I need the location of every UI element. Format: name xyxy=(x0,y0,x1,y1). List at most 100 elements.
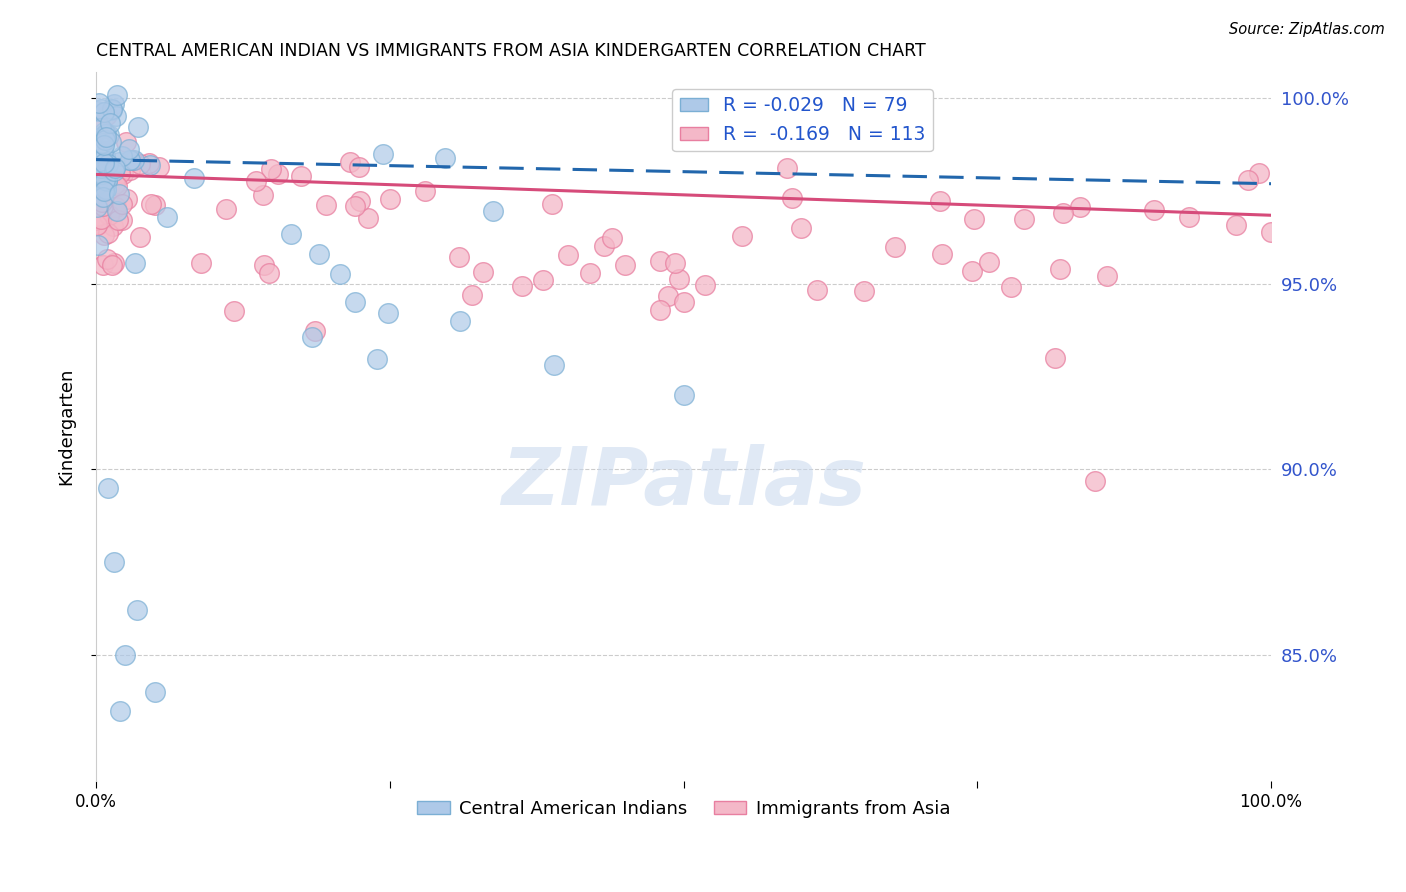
Point xyxy=(471,265,494,279)
Point xyxy=(510,279,533,293)
Point xyxy=(101,219,124,233)
Point xyxy=(960,264,983,278)
Point xyxy=(89,177,111,191)
Point xyxy=(613,258,636,272)
Point xyxy=(1012,211,1035,226)
Point xyxy=(648,254,671,268)
Point xyxy=(86,158,108,172)
Point xyxy=(111,149,134,163)
Point xyxy=(1052,206,1074,220)
Point xyxy=(100,102,122,116)
Point xyxy=(290,169,312,183)
Point xyxy=(731,228,754,243)
Point xyxy=(929,194,952,208)
Point xyxy=(91,136,114,150)
Point xyxy=(97,481,120,495)
Point xyxy=(378,192,401,206)
Point xyxy=(252,187,274,202)
Point xyxy=(90,153,112,168)
Point xyxy=(1249,165,1271,179)
Point xyxy=(120,163,142,178)
Point xyxy=(121,153,143,168)
Point xyxy=(245,173,267,187)
Point xyxy=(190,256,212,270)
Point xyxy=(86,218,108,232)
Point xyxy=(86,178,108,193)
Point xyxy=(97,208,120,222)
Point xyxy=(138,155,160,169)
Point xyxy=(139,158,162,172)
Point xyxy=(101,258,124,272)
Point xyxy=(329,267,352,281)
Point xyxy=(1069,200,1091,214)
Point xyxy=(672,295,695,310)
Point xyxy=(93,138,115,153)
Point xyxy=(96,156,118,170)
Point xyxy=(89,137,111,152)
Point xyxy=(90,161,112,175)
Point xyxy=(183,171,205,186)
Point xyxy=(1095,269,1118,284)
Point xyxy=(155,210,177,224)
Point xyxy=(129,230,152,244)
Point xyxy=(308,247,330,261)
Point xyxy=(304,324,326,338)
Point xyxy=(93,157,115,171)
Point xyxy=(86,212,108,227)
Point xyxy=(557,248,579,262)
Point xyxy=(94,127,117,141)
Point xyxy=(103,256,125,270)
Point xyxy=(89,135,111,149)
Point xyxy=(115,192,138,206)
Point xyxy=(108,155,131,169)
Point xyxy=(91,190,114,204)
Point xyxy=(93,104,115,119)
Legend: Central American Indians, Immigrants from Asia: Central American Indians, Immigrants fro… xyxy=(411,793,957,825)
Point xyxy=(782,191,804,205)
Point xyxy=(86,144,108,158)
Point xyxy=(790,221,813,235)
Point xyxy=(104,109,127,123)
Point xyxy=(111,167,134,181)
Point xyxy=(853,285,876,299)
Y-axis label: Kindergarten: Kindergarten xyxy=(58,368,75,485)
Point xyxy=(434,151,457,165)
Point xyxy=(93,172,115,186)
Point xyxy=(97,157,120,171)
Point xyxy=(94,127,117,141)
Point xyxy=(301,330,323,344)
Point xyxy=(672,388,695,402)
Point xyxy=(578,266,600,280)
Point xyxy=(86,216,108,230)
Point xyxy=(86,200,108,214)
Point xyxy=(91,167,114,181)
Point xyxy=(90,121,112,136)
Point xyxy=(253,258,276,272)
Point xyxy=(1236,173,1258,187)
Point xyxy=(461,288,484,302)
Point xyxy=(103,96,125,111)
Point xyxy=(531,273,554,287)
Point xyxy=(1225,218,1247,232)
Point xyxy=(648,302,671,317)
Point xyxy=(91,144,114,158)
Point xyxy=(90,103,112,117)
Point xyxy=(884,240,907,254)
Text: CENTRAL AMERICAN INDIAN VS IMMIGRANTS FROM ASIA KINDERGARTEN CORRELATION CHART: CENTRAL AMERICAN INDIAN VS IMMIGRANTS FR… xyxy=(96,42,925,60)
Point xyxy=(114,135,136,149)
Point xyxy=(600,231,623,245)
Point xyxy=(215,202,238,216)
Point xyxy=(96,108,118,122)
Point xyxy=(668,272,690,286)
Point xyxy=(90,150,112,164)
Point xyxy=(86,196,108,211)
Point xyxy=(86,120,108,134)
Point xyxy=(315,198,337,212)
Text: ZIPatlas: ZIPatlas xyxy=(501,444,866,523)
Point xyxy=(145,198,167,212)
Point xyxy=(148,161,170,175)
Point xyxy=(118,153,141,168)
Point xyxy=(94,182,117,196)
Point xyxy=(1049,262,1071,277)
Point xyxy=(377,306,399,320)
